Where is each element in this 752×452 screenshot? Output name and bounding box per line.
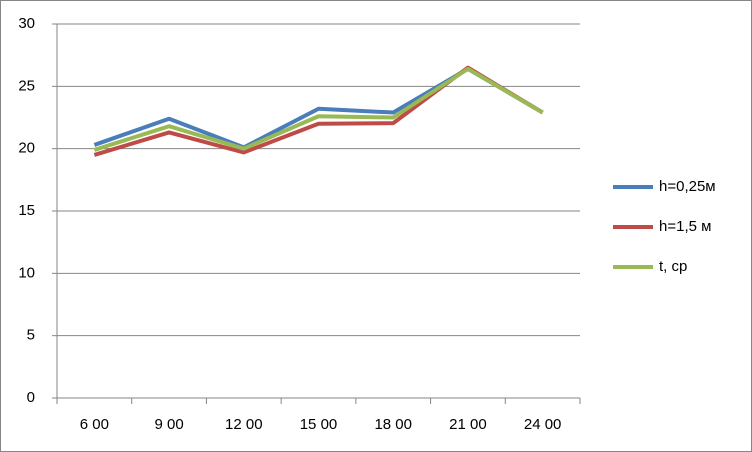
x-tick-label: 6 00 [80,416,109,433]
x-tick-label: 12 00 [225,416,263,433]
legend-label: h=0,25м [659,178,716,195]
legend-label: h=1,5 м [659,218,711,235]
legend-label: t, ср [659,258,687,275]
x-tick-label: 24 00 [524,416,562,433]
y-tick-label: 30 [18,15,35,32]
y-tick-label: 0 [27,389,35,406]
x-tick-label: 9 00 [154,416,183,433]
y-tick-label: 15 [18,202,35,219]
y-tick-label: 20 [18,140,35,157]
y-tick-label: 10 [18,264,35,281]
y-tick-label: 25 [18,77,35,94]
series-line [93,66,544,152]
x-tick-label: 18 00 [374,416,412,433]
x-tick-label: 15 00 [300,416,338,433]
y-tick-label: 5 [27,327,35,344]
x-tick-label: 21 00 [449,416,487,433]
